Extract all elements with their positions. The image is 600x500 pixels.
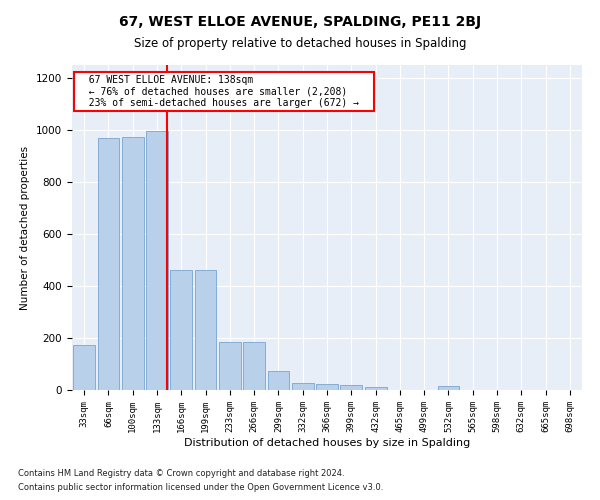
Bar — [292, 382, 314, 390]
Bar — [316, 384, 338, 390]
Text: 67, WEST ELLOE AVENUE, SPALDING, PE11 2BJ: 67, WEST ELLOE AVENUE, SPALDING, PE11 2B… — [119, 15, 481, 29]
Bar — [122, 136, 143, 390]
Bar — [97, 138, 119, 390]
Bar — [268, 372, 289, 390]
Text: Contains HM Land Registry data © Crown copyright and database right 2024.: Contains HM Land Registry data © Crown c… — [18, 468, 344, 477]
Y-axis label: Number of detached properties: Number of detached properties — [20, 146, 31, 310]
Bar — [340, 386, 362, 390]
Text: Contains public sector information licensed under the Open Government Licence v3: Contains public sector information licen… — [18, 484, 383, 492]
Bar — [219, 342, 241, 390]
Text: Size of property relative to detached houses in Spalding: Size of property relative to detached ho… — [134, 38, 466, 51]
X-axis label: Distribution of detached houses by size in Spalding: Distribution of detached houses by size … — [184, 438, 470, 448]
Bar — [243, 342, 265, 390]
Bar — [194, 270, 217, 390]
Bar — [146, 130, 168, 390]
Bar — [73, 346, 95, 390]
Bar — [170, 270, 192, 390]
Text: 67 WEST ELLOE AVENUE: 138sqm  
  ← 76% of detached houses are smaller (2,208)  
: 67 WEST ELLOE AVENUE: 138sqm ← 76% of de… — [77, 74, 371, 108]
Bar — [437, 386, 460, 390]
Bar — [365, 387, 386, 390]
